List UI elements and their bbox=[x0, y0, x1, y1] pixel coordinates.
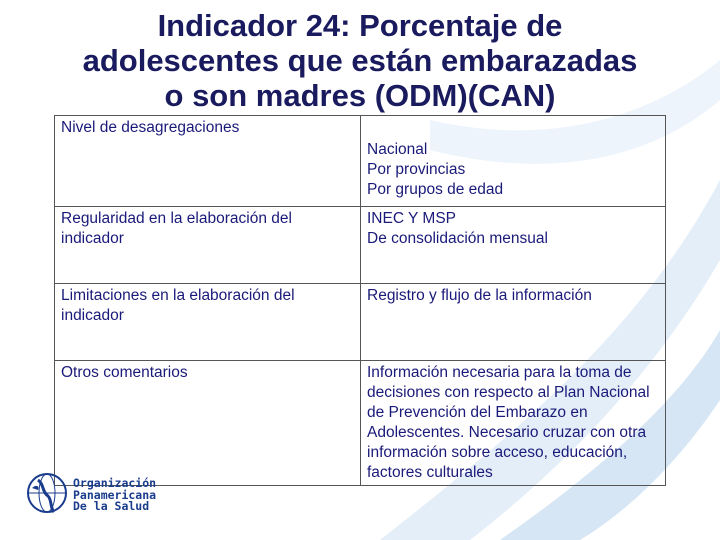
table-row: Nivel de desagregaciones Nacional Por pr… bbox=[54, 115, 666, 207]
value-line: Registro y flujo de la información bbox=[367, 287, 592, 304]
value-line: Información necesaria para la toma de de… bbox=[367, 364, 650, 481]
value-line: Nacional bbox=[367, 141, 428, 158]
row-value: Nacional Por provincias Por grupos de ed… bbox=[360, 115, 666, 207]
row-value: Registro y flujo de la información bbox=[360, 283, 666, 361]
row-label: Nivel de desagregaciones bbox=[54, 115, 361, 207]
page-title: Indicador 24: Porcentaje de adolescentes… bbox=[0, 8, 720, 113]
logo-line: De la Salud bbox=[73, 499, 150, 513]
row-label: Otros comentarios bbox=[54, 360, 361, 486]
table-row: Otros comentarios Información necesaria … bbox=[54, 360, 666, 486]
table-row: Regularidad en la elaboración del indica… bbox=[54, 206, 666, 284]
row-label: Limitaciones en la elaboración del indic… bbox=[54, 283, 361, 361]
value-line: Por grupos de edad bbox=[367, 181, 504, 198]
value-line: INEC Y MSP bbox=[367, 210, 457, 227]
logo-line: Panamericana bbox=[73, 487, 157, 502]
row-label: Regularidad en la elaboración del indica… bbox=[54, 206, 361, 284]
title-line-1: Indicador 24: Porcentaje de bbox=[157, 8, 563, 43]
row-value: Información necesaria para la toma de de… bbox=[360, 360, 666, 486]
indicator-table: Nivel de desagregaciones Nacional Por pr… bbox=[54, 115, 666, 486]
globe-icon bbox=[27, 473, 67, 514]
logo-text: Organización Panamericana De la Salud bbox=[73, 476, 157, 513]
table-row: Limitaciones en la elaboración del indic… bbox=[54, 283, 666, 361]
row-value: INEC Y MSP De consolidación mensual bbox=[360, 206, 666, 284]
title-line-2: adolescentes que están embarazadas bbox=[82, 43, 638, 78]
value-line: Por provincias bbox=[367, 161, 466, 178]
logo-line: Organización bbox=[73, 476, 157, 490]
title-line-3: o son madres (ODM)(CAN) bbox=[164, 78, 556, 113]
value-line: De consolidación mensual bbox=[367, 230, 548, 247]
